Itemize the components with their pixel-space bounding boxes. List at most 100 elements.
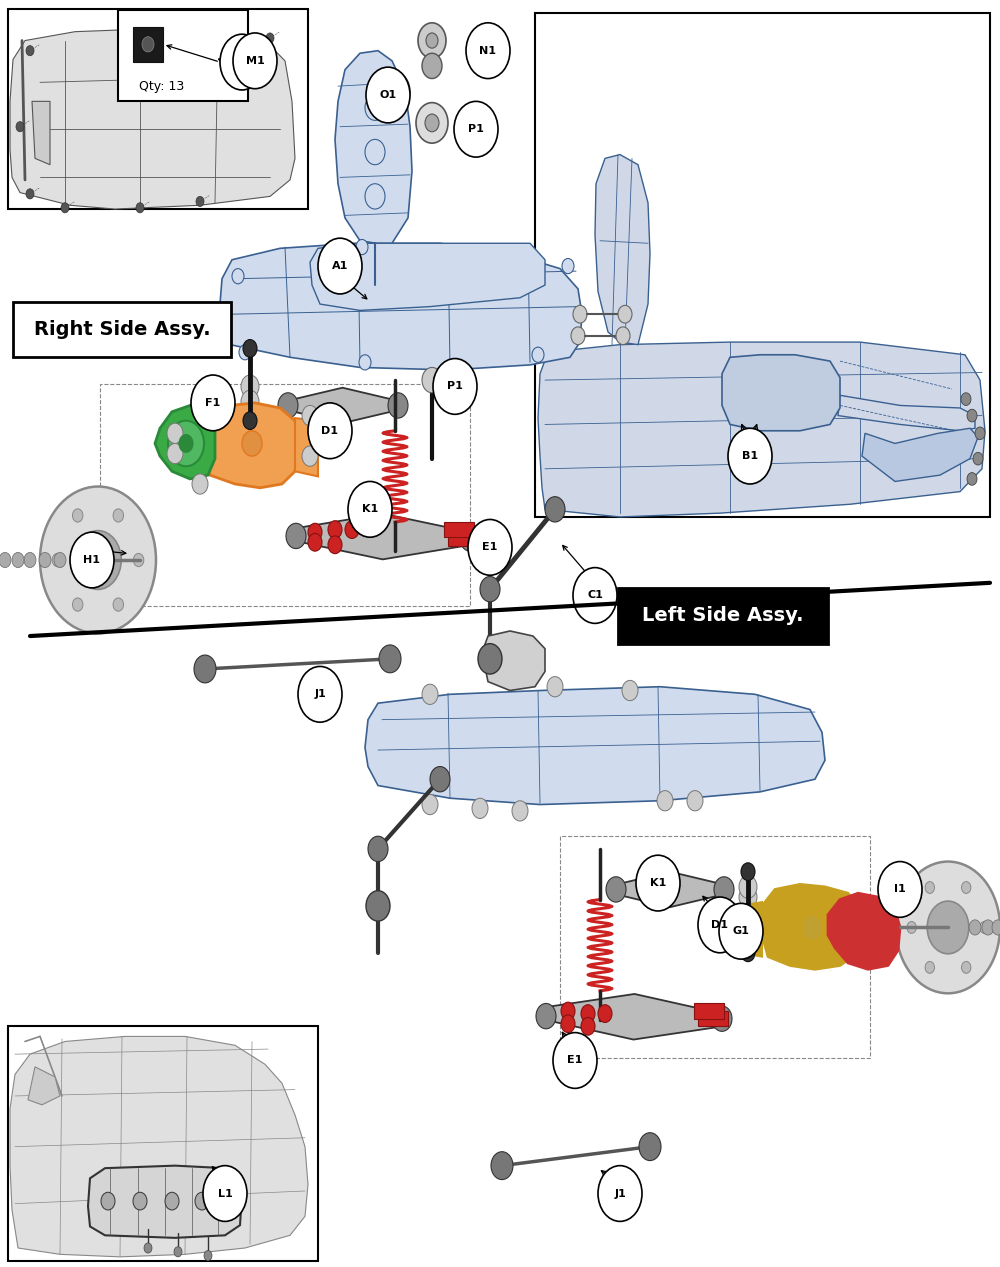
Circle shape [472, 798, 488, 818]
Bar [133, 27, 163, 62]
Polygon shape [10, 28, 295, 209]
Polygon shape [295, 418, 318, 476]
Circle shape [422, 684, 438, 704]
Circle shape [389, 84, 401, 99]
Circle shape [581, 1017, 595, 1035]
Circle shape [573, 305, 587, 323]
Circle shape [468, 519, 512, 575]
Circle shape [975, 427, 985, 440]
Text: I1: I1 [894, 884, 906, 895]
Bar [535, 13, 990, 517]
Bar [448, 531, 478, 546]
Circle shape [302, 446, 318, 466]
Polygon shape [32, 101, 50, 165]
Circle shape [328, 536, 342, 554]
Text: C1: C1 [587, 590, 603, 601]
Circle shape [714, 877, 734, 902]
Circle shape [40, 487, 156, 634]
Circle shape [980, 921, 989, 934]
Text: F1: F1 [205, 398, 221, 408]
Text: J1: J1 [314, 689, 326, 699]
Circle shape [561, 1015, 575, 1033]
Bar [560, 836, 870, 1058]
Circle shape [223, 1192, 237, 1210]
Circle shape [561, 1002, 575, 1020]
Circle shape [192, 474, 208, 494]
Circle shape [242, 431, 262, 456]
Circle shape [345, 521, 359, 538]
Circle shape [616, 327, 630, 345]
Circle shape [233, 33, 277, 89]
Circle shape [203, 1166, 247, 1221]
Circle shape [179, 435, 193, 452]
Polygon shape [220, 243, 582, 370]
Text: E1: E1 [567, 1055, 583, 1066]
Polygon shape [298, 514, 468, 559]
Polygon shape [28, 1067, 60, 1105]
Circle shape [75, 531, 121, 589]
Text: D1: D1 [322, 426, 338, 436]
Circle shape [239, 345, 251, 360]
Text: J1: J1 [614, 1188, 626, 1199]
Circle shape [302, 405, 318, 426]
Polygon shape [740, 902, 762, 957]
Circle shape [308, 403, 352, 459]
Circle shape [113, 598, 124, 611]
Text: K1: K1 [362, 504, 378, 514]
Circle shape [982, 920, 994, 935]
Circle shape [425, 114, 439, 132]
Circle shape [927, 901, 969, 954]
Circle shape [133, 554, 144, 566]
Circle shape [969, 920, 981, 935]
Circle shape [380, 72, 410, 110]
Circle shape [328, 521, 342, 538]
Circle shape [739, 875, 757, 898]
Circle shape [54, 552, 66, 568]
Text: K1: K1 [650, 878, 666, 888]
Circle shape [12, 552, 24, 568]
Text: P1: P1 [468, 124, 484, 134]
Circle shape [241, 417, 259, 440]
Circle shape [379, 645, 401, 673]
Circle shape [136, 203, 144, 213]
Text: P1: P1 [447, 381, 463, 392]
Text: N1: N1 [480, 46, 496, 56]
Bar [118, 10, 248, 101]
Polygon shape [862, 428, 978, 481]
Polygon shape [538, 342, 985, 517]
Circle shape [298, 666, 342, 722]
Polygon shape [722, 355, 840, 431]
Circle shape [907, 921, 916, 934]
Circle shape [896, 862, 1000, 993]
Circle shape [422, 367, 442, 393]
Circle shape [606, 877, 626, 902]
Text: M1: M1 [233, 57, 251, 67]
Circle shape [460, 526, 480, 551]
Circle shape [739, 898, 757, 921]
Polygon shape [838, 395, 975, 431]
Polygon shape [482, 631, 545, 691]
Circle shape [26, 189, 34, 199]
Circle shape [365, 95, 385, 120]
Circle shape [741, 863, 755, 881]
Circle shape [739, 911, 757, 934]
Circle shape [220, 34, 264, 90]
Polygon shape [618, 872, 722, 907]
Circle shape [967, 473, 977, 485]
Bar [444, 522, 474, 537]
Circle shape [24, 552, 36, 568]
Circle shape [101, 1192, 115, 1210]
Circle shape [278, 393, 298, 418]
Circle shape [925, 962, 934, 973]
Bar [618, 588, 828, 644]
Circle shape [359, 355, 371, 370]
Circle shape [241, 375, 259, 398]
Circle shape [573, 568, 617, 623]
Text: D1: D1 [712, 920, 728, 930]
Text: Right Side Assy.: Right Side Assy. [34, 321, 210, 338]
Circle shape [598, 1005, 612, 1022]
Polygon shape [155, 405, 215, 479]
Circle shape [318, 238, 362, 294]
Circle shape [657, 791, 673, 811]
Circle shape [598, 1166, 642, 1221]
